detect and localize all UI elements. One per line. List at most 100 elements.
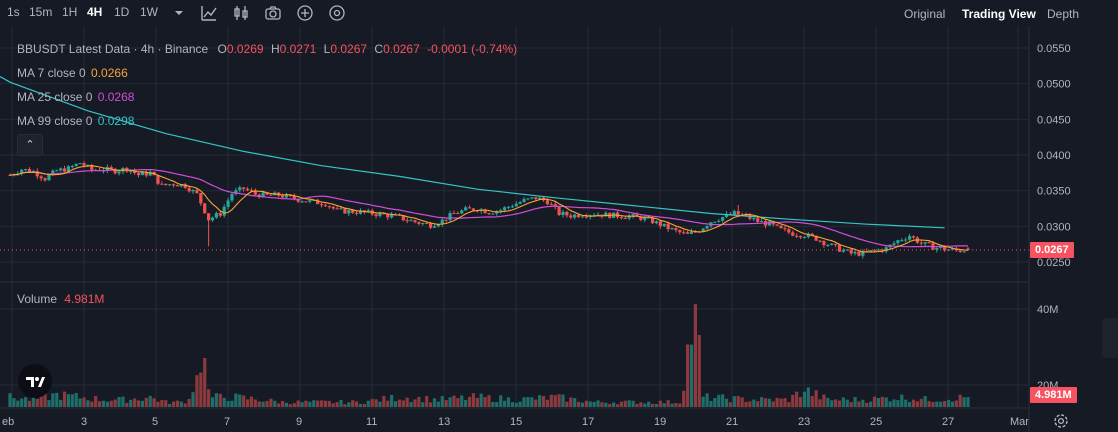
- volume-bar: [175, 400, 180, 407]
- volume-bar: [183, 403, 187, 407]
- candle-body: [347, 210, 351, 214]
- interval-4h[interactable]: 4H: [87, 5, 103, 19]
- candle-body: [561, 211, 565, 216]
- view-original[interactable]: Original: [904, 7, 946, 21]
- volume-bar: [491, 401, 495, 407]
- candle-body: [428, 223, 433, 228]
- volume-bar: [744, 401, 748, 407]
- candle-body: [919, 242, 923, 244]
- view-depth[interactable]: Depth: [1047, 7, 1080, 21]
- volume-bar: [471, 393, 476, 407]
- volume-bar: [573, 398, 577, 407]
- volume-bar: [818, 399, 822, 407]
- chart-grid: [0, 26, 1029, 408]
- candle-body: [939, 246, 943, 248]
- interval-15m[interactable]: 15m: [29, 5, 53, 19]
- volume-bar: [199, 372, 203, 407]
- volume-bar: [950, 401, 955, 407]
- candle-body: [814, 235, 818, 241]
- volume-bar: [397, 399, 402, 407]
- camera-icon[interactable]: [264, 4, 282, 22]
- time-tick-label: 9: [296, 416, 302, 428]
- change-value: -0.0001 (-0.74%): [427, 42, 518, 56]
- candle-body: [491, 213, 495, 215]
- candle-body: [872, 250, 877, 252]
- candle-body: [70, 166, 74, 168]
- chevron-down-icon[interactable]: [170, 4, 188, 22]
- volume-bar: [748, 401, 752, 407]
- candle-body: [686, 232, 690, 234]
- candle-body: [806, 233, 810, 238]
- side-panel-tab[interactable]: [1102, 318, 1118, 358]
- volume-bar: [456, 398, 460, 407]
- volume-bar: [249, 396, 254, 407]
- indicators-icon[interactable]: [200, 4, 218, 22]
- volume-bar: [444, 400, 448, 407]
- candle-type-icon[interactable]: [232, 4, 250, 22]
- candle-body: [837, 244, 842, 252]
- open-label: O: [217, 42, 227, 56]
- candle-body: [195, 190, 199, 193]
- volume-bar: [191, 392, 195, 407]
- volume-bar: [20, 398, 24, 407]
- candle-body: [144, 171, 148, 176]
- candle-body: [156, 175, 160, 184]
- candle-body: [378, 213, 382, 217]
- volume-bar: [518, 401, 522, 407]
- volume-bar: [335, 402, 339, 407]
- volume-bar: [896, 400, 900, 407]
- candle-body: [510, 206, 514, 208]
- interval-1h[interactable]: 1H: [62, 5, 78, 19]
- volume-bar: [273, 400, 277, 407]
- candle-body: [756, 218, 760, 222]
- volume-bar: [121, 396, 125, 407]
- view-trading-view[interactable]: Trading View: [962, 7, 1036, 21]
- volume-bar: [347, 402, 351, 407]
- candle-body: [522, 199, 526, 203]
- volume-bar: [125, 402, 129, 407]
- volume-bar: [23, 397, 28, 407]
- volume-bar: [66, 394, 71, 407]
- interval-1s[interactable]: 1s: [7, 5, 20, 19]
- chart-settings-icon[interactable]: [1052, 412, 1070, 430]
- volume-bar: [277, 403, 281, 407]
- price-chart[interactable]: 0.0550 0.0500 0.0450 0.0400 0.0350 0.0300 0.02…: [0, 26, 1118, 432]
- volume-bar: [530, 397, 534, 407]
- volume-bar: [841, 397, 845, 407]
- tradingview-logo[interactable]: [18, 364, 52, 398]
- volume-bar: [78, 398, 82, 407]
- candle-body: [304, 201, 308, 203]
- volume-bar: [760, 397, 764, 407]
- volume-bar: [713, 397, 717, 407]
- volume-bar: [538, 395, 542, 407]
- settings-icon[interactable]: [328, 4, 346, 22]
- volume-bar: [619, 401, 624, 407]
- candle-body: [59, 168, 63, 171]
- volume-bar: [499, 395, 503, 407]
- ma7-line: [9, 165, 969, 253]
- candle-body: [841, 250, 845, 252]
- volume-bar: [806, 387, 810, 407]
- candle-body: [904, 239, 908, 241]
- volume-value: 4.981M: [64, 292, 105, 306]
- candle-body: [296, 198, 300, 202]
- volume-bar: [724, 398, 729, 407]
- candle-body: [175, 185, 180, 187]
- add-icon[interactable]: [296, 4, 314, 22]
- volume-bar: [763, 398, 768, 407]
- candle-body: [849, 249, 853, 254]
- candle-body: [129, 171, 133, 173]
- candle-body: [179, 184, 183, 187]
- volume-bar: [647, 401, 651, 407]
- collapse-legend-button[interactable]: ⌃: [17, 134, 43, 156]
- volume-bar: [884, 397, 888, 407]
- volume-bar: [732, 396, 736, 407]
- candle-body: [736, 211, 740, 215]
- candle-body: [927, 242, 931, 244]
- candle-body: [308, 199, 312, 202]
- candle-body: [791, 232, 795, 236]
- interval-1d[interactable]: 1D: [114, 5, 130, 19]
- price-tick-label: 0.0300: [1037, 221, 1071, 233]
- interval-1w[interactable]: 1W: [140, 5, 158, 19]
